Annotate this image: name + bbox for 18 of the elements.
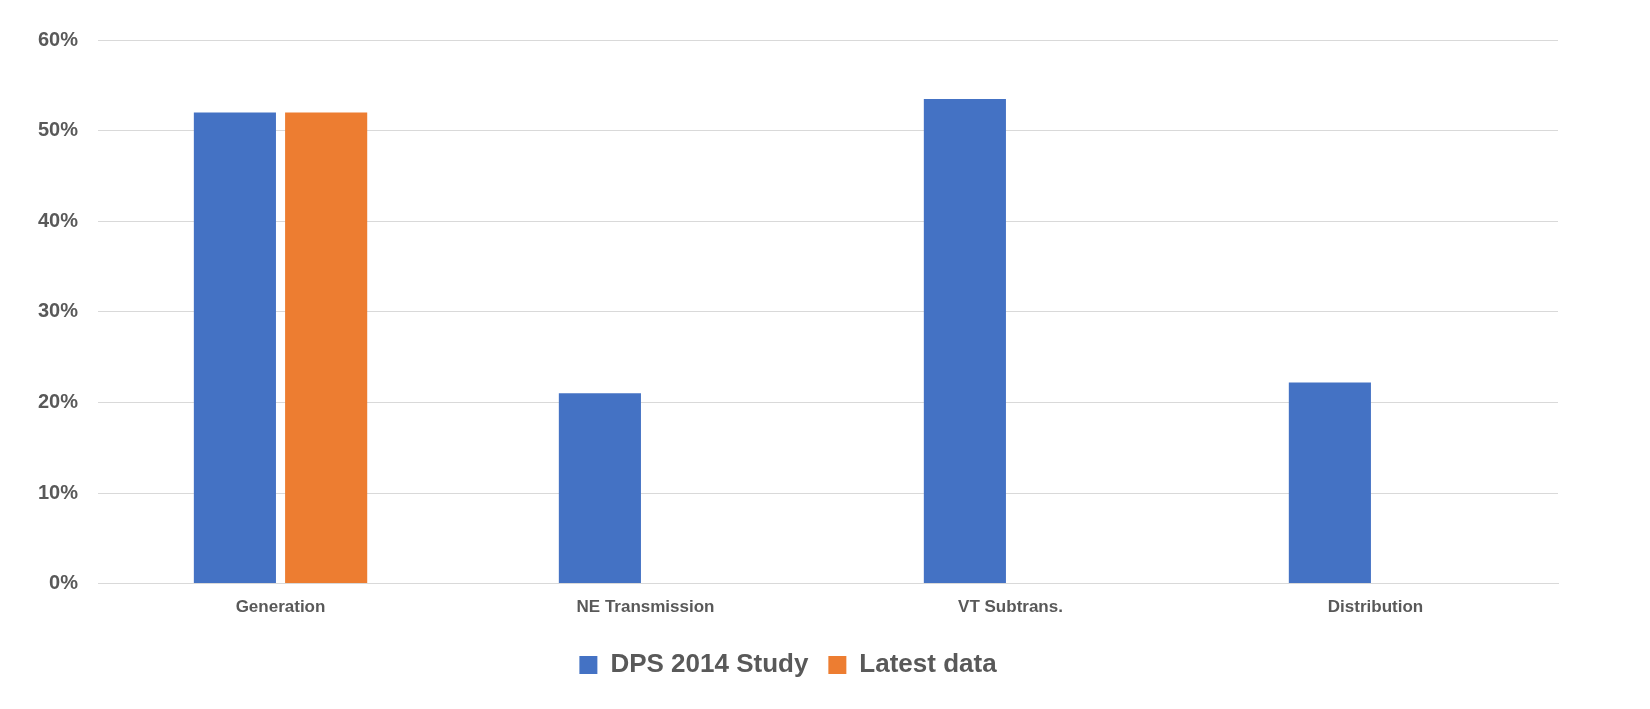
x-tick-label: VT Subtrans. — [958, 597, 1063, 617]
y-tick-label: 60% — [38, 27, 79, 50]
y-tick-label: 20% — [38, 389, 79, 412]
x-tick-label: NE Transmission — [576, 597, 715, 617]
y-tick-label: 30% — [38, 299, 79, 322]
y-tick-label: 50% — [38, 118, 79, 141]
x-tick-label: Generation — [235, 597, 326, 617]
y-tick-label: 0% — [49, 571, 79, 594]
legend-label: DPS 2014 Study — [610, 648, 809, 679]
bar — [285, 112, 368, 584]
bar — [1288, 382, 1371, 584]
bar — [923, 98, 1006, 584]
y-tick-label: 10% — [38, 480, 79, 503]
x-tick-label: Distribution — [1327, 597, 1424, 617]
y-tick-label: 40% — [38, 208, 79, 231]
bar — [558, 393, 641, 584]
bar — [193, 112, 276, 584]
legend-label: Latest data — [859, 648, 998, 679]
